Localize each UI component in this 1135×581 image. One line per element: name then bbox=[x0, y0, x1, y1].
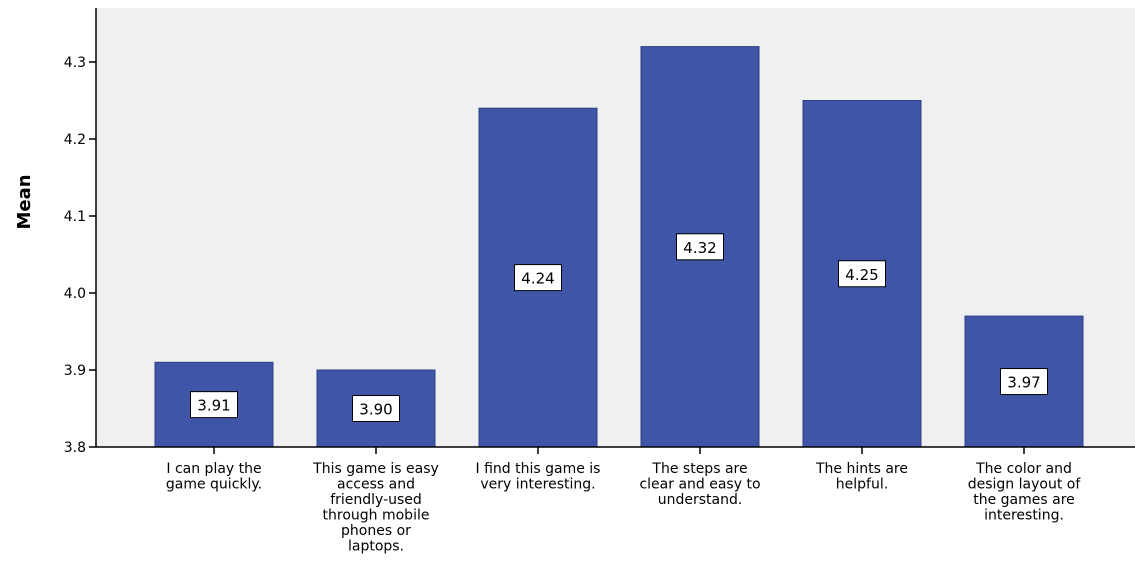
data-label-1: 3.91 bbox=[190, 391, 238, 419]
y-tick-label: 3.9 bbox=[64, 363, 86, 379]
data-label-box bbox=[514, 264, 562, 292]
x-category-label-3: I find this game is very interesting. bbox=[476, 461, 601, 493]
y-ticks-group: 3.8 3.9 4.0 4.1 4.2 4.3 bbox=[64, 55, 96, 456]
data-label-text: 3.97 bbox=[1007, 374, 1040, 392]
y-tick-label: 4.0 bbox=[64, 286, 86, 302]
data-label-3: 4.24 bbox=[514, 264, 562, 292]
y-tick-label: 3.8 bbox=[64, 440, 86, 456]
data-label-2: 3.90 bbox=[352, 395, 400, 422]
data-label-text: 3.90 bbox=[359, 401, 392, 419]
data-label-box bbox=[838, 260, 886, 288]
data-label-text: 4.32 bbox=[683, 239, 716, 257]
data-label-4: 4.32 bbox=[676, 233, 724, 261]
y-axis-title: Mean bbox=[14, 174, 35, 229]
y-tick-label: 4.1 bbox=[64, 209, 86, 225]
x-ticks-group: I can play the game quickly. This game is … bbox=[166, 447, 1081, 555]
data-label-5: 4.25 bbox=[838, 260, 886, 288]
data-labels-group: 3.91 3.90 4.24 4.32 4.25 3.97 bbox=[190, 233, 1048, 422]
x-category-label-6: The color and design layout of the games a… bbox=[968, 461, 1082, 524]
data-label-text: 4.25 bbox=[845, 266, 878, 284]
data-label-box bbox=[190, 391, 238, 419]
y-tick-label: 4.3 bbox=[64, 55, 86, 71]
y-tick-label: 4.2 bbox=[64, 132, 86, 148]
data-label-6: 3.97 bbox=[1000, 368, 1048, 396]
x-category-label-4: The steps are clear and easy to understand… bbox=[639, 461, 760, 508]
x-category-label-2: This game is easy access and friendly-used… bbox=[312, 461, 439, 555]
data-label-box bbox=[676, 233, 724, 261]
x-category-label-5: The hints are helpful. bbox=[815, 461, 908, 493]
data-label-box bbox=[352, 395, 400, 422]
data-label-text: 3.91 bbox=[197, 397, 230, 415]
x-category-label-1: I can play the game quickly. bbox=[166, 461, 262, 493]
data-label-text: 4.24 bbox=[521, 270, 554, 288]
data-label-box bbox=[1000, 368, 1048, 396]
